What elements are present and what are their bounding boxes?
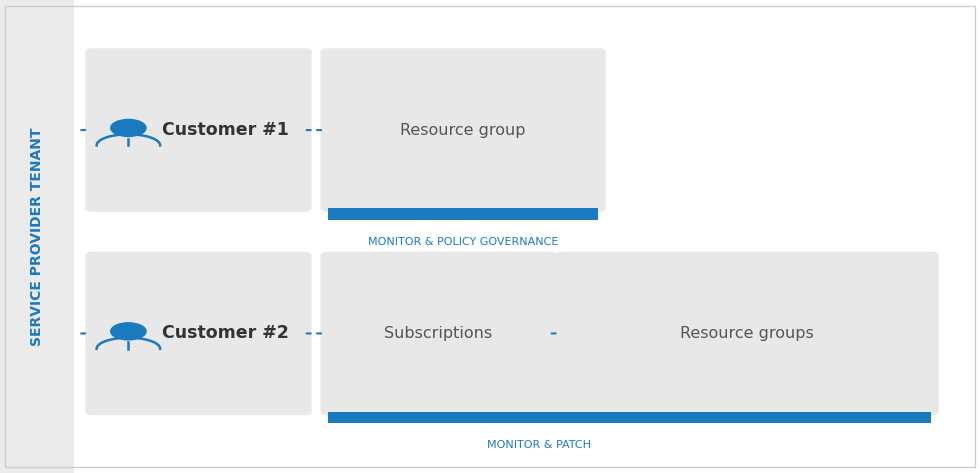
FancyBboxPatch shape bbox=[556, 252, 939, 415]
Text: Resource group: Resource group bbox=[400, 123, 526, 138]
Text: Subscriptions: Subscriptions bbox=[384, 326, 493, 341]
Bar bbox=[328, 412, 931, 423]
Text: MONITOR & POLICY GOVERNANCE: MONITOR & POLICY GOVERNANCE bbox=[368, 236, 559, 246]
FancyBboxPatch shape bbox=[85, 48, 312, 212]
Text: SERVICE PROVIDER TENANT: SERVICE PROVIDER TENANT bbox=[29, 127, 44, 346]
FancyBboxPatch shape bbox=[320, 252, 557, 415]
Text: Customer #1: Customer #1 bbox=[162, 121, 288, 139]
FancyBboxPatch shape bbox=[0, 0, 74, 473]
FancyBboxPatch shape bbox=[320, 48, 606, 212]
Bar bbox=[328, 208, 598, 220]
Text: Customer #2: Customer #2 bbox=[162, 324, 288, 342]
Circle shape bbox=[111, 323, 146, 340]
Text: Resource groups: Resource groups bbox=[680, 326, 814, 341]
FancyBboxPatch shape bbox=[85, 252, 312, 415]
Circle shape bbox=[111, 120, 146, 137]
Text: MONITOR & PATCH: MONITOR & PATCH bbox=[487, 440, 591, 450]
